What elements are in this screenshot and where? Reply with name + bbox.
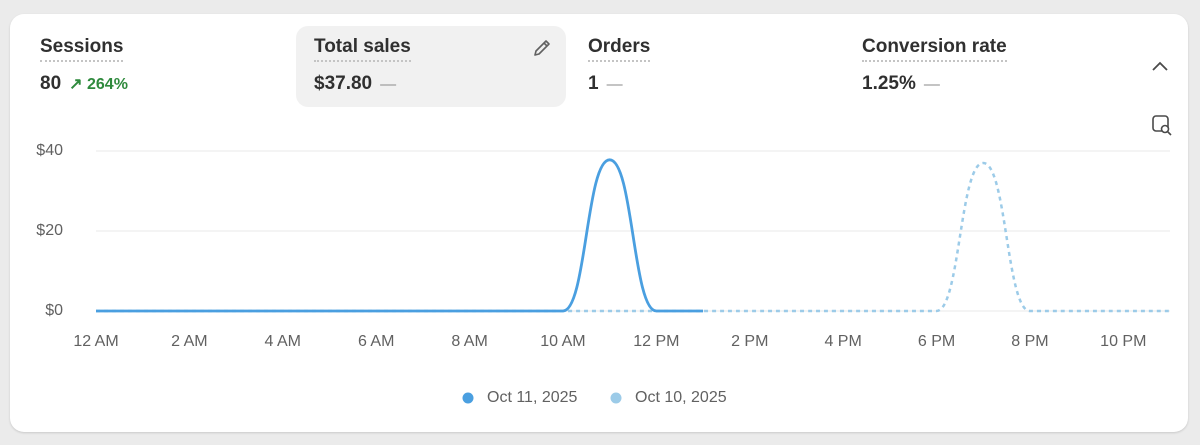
- x-tick-label: 8 PM: [1011, 333, 1048, 350]
- x-tick-label: 4 AM: [265, 333, 301, 350]
- metric-value: 1—: [588, 73, 623, 95]
- metric-label: Orders: [588, 36, 651, 62]
- metric-value: 80 ↗ 264%: [40, 73, 128, 95]
- x-tick-label: 8 AM: [451, 333, 487, 350]
- collapse-icon[interactable]: [1152, 61, 1168, 71]
- y-tick-label: $40: [36, 142, 63, 159]
- x-tick-label: 6 PM: [918, 333, 955, 350]
- metric-tile[interactable]: Sessions 80 ↗ 264%: [22, 26, 272, 107]
- value-text: $37.80: [314, 73, 373, 94]
- value-text: 80: [40, 73, 62, 94]
- x-tick-label: 10 AM: [540, 333, 585, 350]
- x-tick-label: 12 AM: [73, 333, 118, 350]
- insight-icon[interactable]: [1152, 115, 1172, 136]
- change-text: 264%: [87, 76, 128, 93]
- series-line: [96, 158, 704, 313]
- metric-tile-selected[interactable]: Total sales $37.80 —: [296, 26, 566, 107]
- legend-label: Oct 11, 2025: [487, 389, 578, 406]
- y-tick-label: $20: [36, 222, 63, 239]
- x-tick-label: 2 AM: [171, 333, 207, 350]
- metric-tile[interactable]: Conversion rate 1.25% —: [844, 26, 1104, 107]
- y-tick-label: $0: [45, 302, 63, 319]
- value-text: 1: [588, 73, 599, 94]
- metric-tile[interactable]: Orders 1—: [570, 26, 820, 107]
- metric-label: Conversion rate: [862, 36, 1007, 62]
- legend-dot: [610, 392, 622, 404]
- metric-value: $37.80 —: [314, 73, 396, 95]
- x-tick-label: 4 PM: [824, 333, 861, 350]
- legend-dot: [462, 392, 474, 404]
- edit-icon[interactable]: [532, 38, 552, 58]
- metric-label: Total sales: [314, 36, 411, 62]
- sales-card: Sessions 80 ↗ 264% Total sales $37.80 — Or…: [10, 14, 1188, 432]
- change-text: —: [923, 76, 940, 93]
- x-tick-label: 6 AM: [358, 333, 394, 350]
- x-tick-label: 2 PM: [731, 333, 768, 350]
- change: ↗ 264%: [69, 76, 128, 93]
- change-text: —: [380, 76, 397, 93]
- x-tick-label: 10 PM: [1100, 333, 1146, 350]
- x-tick-label: 12 PM: [633, 333, 679, 350]
- value-text: 1.25%: [862, 73, 916, 94]
- metric-value: 1.25% —: [862, 73, 940, 95]
- legend-label: Oct 10, 2025: [635, 389, 727, 406]
- change-text: —: [606, 76, 623, 93]
- metric-label: Sessions: [40, 36, 124, 62]
